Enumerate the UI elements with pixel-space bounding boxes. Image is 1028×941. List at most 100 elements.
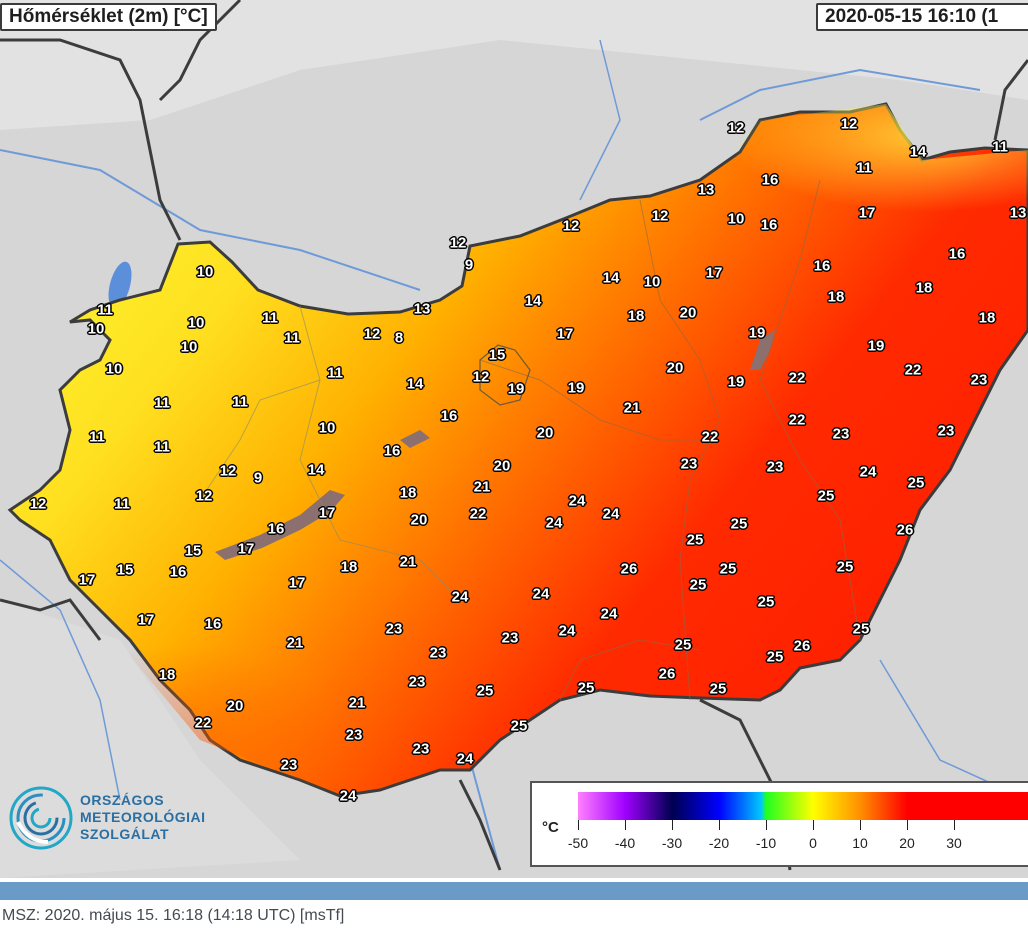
- station-temperature-value: 22: [469, 505, 487, 523]
- station-temperature-value: 16: [760, 216, 778, 234]
- legend-tick-mark: [672, 820, 673, 830]
- station-temperature-value: 10: [187, 314, 205, 332]
- station-temperature-value: 18: [827, 288, 845, 306]
- station-temperature-value: 12: [840, 115, 858, 133]
- station-temperature-value: 22: [788, 411, 806, 429]
- station-temperature-value: 25: [730, 515, 748, 533]
- station-temperature-value: 11: [232, 393, 248, 411]
- station-temperature-value: 26: [658, 665, 676, 683]
- legend-tick-mark: [625, 820, 626, 830]
- station-temperature-value: 25: [689, 576, 707, 594]
- station-temperature-value: 11: [856, 159, 872, 177]
- station-temperature-value: 24: [859, 463, 877, 481]
- station-temperature-value: 11: [992, 138, 1008, 156]
- station-temperature-value: 19: [748, 324, 766, 342]
- station-temperature-value: 16: [761, 171, 779, 189]
- station-temperature-value: 15: [116, 561, 134, 579]
- station-temperature-value: 23: [680, 455, 698, 473]
- station-temperature-value: 12: [562, 217, 580, 235]
- station-temperature-value: 12: [727, 119, 745, 137]
- station-temperature-value: 11: [262, 309, 278, 327]
- station-temperature-value: 15: [488, 346, 506, 364]
- station-temperature-value: 12: [29, 495, 47, 513]
- station-temperature-value: 20: [679, 304, 697, 322]
- station-temperature-value: 16: [813, 257, 831, 275]
- station-temperature-value: 11: [89, 428, 105, 446]
- station-temperature-value: 18: [399, 484, 417, 502]
- station-temperature-value: 14: [524, 292, 542, 310]
- station-temperature-value: 11: [97, 301, 113, 319]
- station-temperature-value: 14: [602, 269, 620, 287]
- legend-tick-label: 10: [852, 835, 868, 851]
- station-temperature-value: 14: [406, 375, 424, 393]
- legend-tick-label: -50: [567, 835, 589, 851]
- station-temperature-value: 11: [284, 329, 300, 347]
- station-temperature-value: 19: [727, 373, 745, 391]
- map-timestamp: 2020-05-15 16:10 (1: [816, 3, 1028, 31]
- legend-tick-mark: [813, 820, 814, 830]
- station-temperature-value: 17: [137, 611, 155, 629]
- station-temperature-value: 9: [253, 469, 263, 487]
- station-temperature-value: 25: [907, 474, 925, 492]
- station-temperature-value: 15: [184, 542, 202, 560]
- legend-tick-label: 0: [809, 835, 817, 851]
- station-temperature-value: 23: [280, 756, 298, 774]
- temperature-map: Hőmérséklet (2m) [°C] 2020-05-15 16:10 (…: [0, 0, 1028, 878]
- station-temperature-value: 17: [556, 325, 574, 343]
- station-temperature-value: 16: [440, 407, 458, 425]
- swirl-logo-icon: [9, 786, 73, 850]
- station-temperature-value: 16: [383, 442, 401, 460]
- legend-tick-mark: [907, 820, 908, 830]
- logo-text: ORSZÁGOS METEOROLÓGIAI SZOLGÁLAT: [80, 792, 206, 843]
- station-temperature-value: 20: [666, 359, 684, 377]
- station-temperature-value: 18: [627, 307, 645, 325]
- station-temperature-value: 14: [909, 143, 927, 161]
- station-temperature-value: 10: [318, 419, 336, 437]
- border-line: [0, 38, 182, 241]
- station-temperature-value: 24: [451, 588, 469, 606]
- lake-balaton: [215, 490, 345, 560]
- station-temperature-value: 25: [719, 560, 737, 578]
- map-background: [0, 0, 1028, 871]
- station-temperature-value: 16: [204, 615, 222, 633]
- legend-tick-label: -10: [755, 835, 777, 851]
- station-temperature-value: 21: [286, 634, 304, 652]
- station-temperature-value: 25: [817, 487, 835, 505]
- station-temperature-value: 25: [577, 679, 595, 697]
- station-temperature-value: 20: [493, 457, 511, 475]
- station-temperature-value: 12: [651, 207, 669, 225]
- station-temperature-value: 10: [643, 273, 661, 291]
- station-temperature-value: 11: [114, 495, 130, 513]
- station-temperature-value: 11: [327, 364, 343, 382]
- station-temperature-value: 16: [169, 563, 187, 581]
- station-temperature-value: 16: [267, 520, 285, 538]
- legend-tick-mark: [719, 820, 720, 830]
- river: [0, 149, 421, 291]
- station-temperature-value: 12: [219, 462, 237, 480]
- station-temperature-value: 23: [937, 422, 955, 440]
- station-temperature-value: 14: [307, 461, 325, 479]
- station-temperature-value: 25: [852, 620, 870, 638]
- map-title: Hőmérséklet (2m) [°C]: [0, 3, 217, 31]
- station-temperature-value: 18: [340, 558, 358, 576]
- station-temperature-value: 23: [412, 740, 430, 758]
- station-temperature-value: 20: [410, 511, 428, 529]
- station-temperature-value: 24: [456, 750, 474, 768]
- station-temperature-value: 19: [867, 337, 885, 355]
- station-temperature-value: 22: [788, 369, 806, 387]
- station-temperature-value: 10: [727, 210, 745, 228]
- logo-line-3: SZOLGÁLAT: [80, 826, 170, 842]
- station-temperature-value: 23: [385, 620, 403, 638]
- station-temperature-value: 22: [904, 361, 922, 379]
- station-temperature-value: 18: [158, 666, 176, 684]
- station-temperature-value: 12: [449, 234, 467, 252]
- station-temperature-value: 25: [766, 648, 784, 666]
- station-temperature-value: 17: [288, 574, 306, 592]
- station-temperature-value: 23: [408, 673, 426, 691]
- station-temperature-value: 23: [429, 644, 447, 662]
- budapest-outline: [479, 344, 531, 406]
- station-temperature-value: 10: [105, 360, 123, 378]
- station-temperature-value: 24: [532, 585, 550, 603]
- logo-line-1: ORSZÁGOS: [80, 792, 165, 808]
- station-temperature-value: 12: [472, 368, 490, 386]
